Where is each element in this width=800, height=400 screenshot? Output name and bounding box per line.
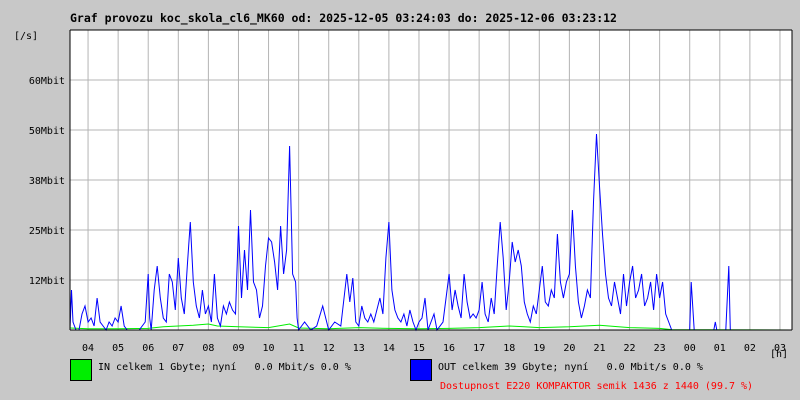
x-tick-label: 04 — [82, 343, 94, 354]
x-tick-label: 13 — [353, 343, 365, 354]
legend-out-swatch — [410, 359, 432, 381]
x-tick-label: 05 — [112, 343, 124, 354]
x-tick-label: 08 — [202, 343, 214, 354]
legend-out-text: OUT celkem 39 Gbyte; nyní 0.0 Mbit/s 0.0… — [438, 362, 703, 373]
x-tick-label: 22 — [624, 343, 636, 354]
x-tick-label: 01 — [714, 343, 726, 354]
x-tick-label: 20 — [563, 343, 575, 354]
legend-in-swatch — [70, 359, 92, 381]
x-tick-label: 07 — [172, 343, 184, 354]
y-tick-label: 25Mbit — [29, 226, 65, 237]
x-tick-labels: 04 05 06 07 08 09 10 11 12 13 14 15 16 17 18 19 20 21 22 23… — [82, 343, 786, 354]
chart-title: Graf provozu koc_skola_cl6_MK60 od: 2025… — [70, 11, 617, 25]
y-tick-label: 50Mbit — [29, 126, 65, 137]
x-tick-label: 16 — [443, 343, 455, 354]
y-tick-label: 60Mbit — [29, 76, 65, 87]
x-tick-label: 15 — [413, 343, 425, 354]
x-tick-label: 19 — [533, 343, 545, 354]
x-axis-unit-label: [h] — [770, 349, 789, 360]
y-tick-label: 38Mbit — [29, 176, 65, 187]
x-tick-label: 17 — [473, 343, 485, 354]
x-tick-label: 03 — [774, 343, 786, 354]
legend-in-text: IN celkem 1 Gbyte; nyní 0.0 Mbit/s 0.0 % — [98, 362, 351, 373]
x-tick-label: 09 — [232, 343, 244, 354]
x-tick-label: 12 — [323, 343, 335, 354]
x-tick-label: 18 — [503, 343, 515, 354]
x-tick-label: 23 — [654, 343, 666, 354]
y-tick-labels: 12Mbit 25Mbit 38Mbit 50Mbit 60Mbit — [29, 76, 65, 287]
x-tick-label: 14 — [383, 343, 395, 354]
series-lines — [69, 133, 793, 332]
x-tick-label: 21 — [593, 343, 605, 354]
x-tick-label: 00 — [684, 343, 696, 354]
availability-text: Dostupnost E220 KOMPAKTOR semik 1436 z 1… — [440, 381, 754, 392]
y-axis-unit-label: [/s] — [14, 31, 39, 42]
y-tick-label: 12Mbit — [29, 276, 65, 287]
x-tick-label: 06 — [142, 343, 154, 354]
x-tick-label: 10 — [263, 343, 275, 354]
x-tick-label: 11 — [293, 343, 305, 354]
series-out-line — [69, 133, 792, 332]
x-tick-label: 02 — [744, 343, 756, 354]
series-in-line — [69, 323, 793, 331]
